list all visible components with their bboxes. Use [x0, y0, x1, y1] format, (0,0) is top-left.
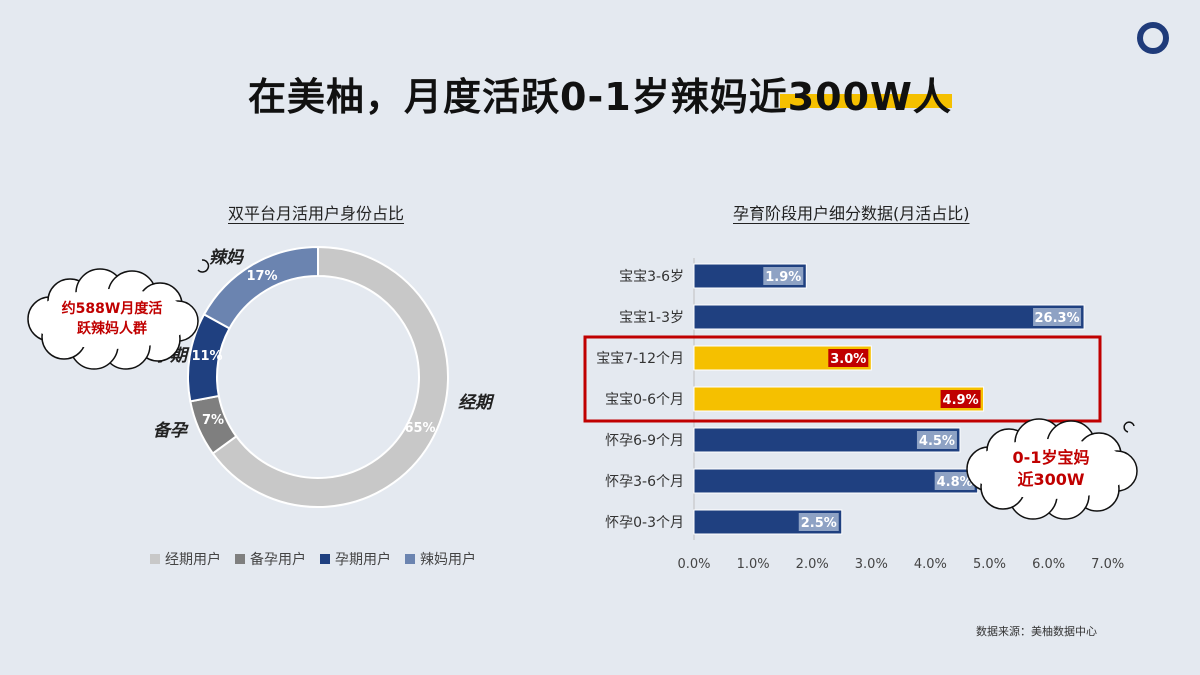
bar-1 — [693, 304, 1085, 330]
bar-value-bg — [828, 349, 869, 367]
bar-value-label: 4.9% — [943, 393, 979, 408]
bar-value-label: 1.9% — [765, 270, 801, 285]
highlight-box — [583, 335, 1102, 423]
bar-value-label: 3.0% — [830, 352, 866, 367]
legend-swatch — [320, 554, 330, 564]
donut-callout-line: 约588W月度活 — [62, 300, 163, 317]
x-tick-label: 1.0% — [737, 557, 770, 572]
x-tick-label: 0.0% — [677, 557, 710, 572]
bar-value-label: 2.5% — [801, 516, 837, 531]
bar-category-label: 宝宝7-12个月 — [596, 351, 684, 367]
brand-logo-ring — [1137, 22, 1169, 54]
donut-slice-0 — [211, 245, 449, 508]
legend-item: 辣妈用户 — [405, 549, 476, 569]
legend-item: 经期用户 — [150, 549, 221, 569]
legend-swatch — [405, 554, 415, 564]
bar-value-label: 4.5% — [919, 434, 955, 449]
donut-legend: 经期用户 备孕用户 孕期用户 辣妈用户 — [150, 549, 476, 569]
donut-category-label: 辣妈 — [209, 248, 245, 268]
bar-category-label: 宝宝3-6岁 — [619, 269, 684, 285]
title-wrap: 在美柚，月度活跃0-1岁辣妈近300W人 — [0, 66, 1200, 121]
legend-label: 辣妈用户 — [420, 552, 476, 568]
bar-subtitle: 孕育阶段用户细分数据(月活占比) — [733, 204, 970, 223]
bar-value-bg — [798, 513, 839, 531]
x-tick-label: 2.0% — [796, 557, 829, 572]
bar-value-bg — [940, 390, 981, 408]
legend-item: 备孕用户 — [235, 549, 306, 569]
donut-subtitle: 双平台月活用户身份占比 — [228, 204, 405, 223]
title-highlight — [780, 94, 952, 108]
donut-value-label: 11% — [191, 349, 222, 364]
bar-value-bg — [934, 472, 975, 490]
page-title: 在美柚，月度活跃0-1岁辣妈近300W人 — [248, 75, 952, 119]
bar-callout-line: 0-1岁宝妈 — [1013, 448, 1090, 467]
bar-callout-line: 近300W — [1017, 470, 1084, 489]
bar-category-label: 宝宝0-6个月 — [605, 392, 684, 408]
bar-category-label: 宝宝1-3岁 — [619, 310, 684, 326]
bar-value-bg — [1033, 308, 1082, 326]
x-tick-label: 3.0% — [855, 557, 888, 572]
x-tick-label: 6.0% — [1032, 557, 1065, 572]
cloud-tail — [1123, 421, 1135, 433]
legend-label: 备孕用户 — [250, 552, 306, 568]
bar-value-bg — [916, 431, 957, 449]
bar-category-label: 怀孕3-6个月 — [605, 474, 684, 490]
donut-category-label: 备孕 — [153, 421, 189, 441]
donut-slice-3 — [202, 245, 319, 330]
legend-swatch — [150, 554, 160, 564]
legend-label: 经期用户 — [165, 552, 221, 568]
x-tick-label: 4.0% — [914, 557, 947, 572]
x-tick-label: 7.0% — [1091, 557, 1124, 572]
bar-value-bg — [763, 267, 804, 285]
bar-5 — [693, 468, 979, 494]
bar-category-label: 怀孕6-9个月 — [605, 433, 684, 449]
cloud-tail — [197, 259, 210, 273]
bar-4 — [693, 427, 961, 453]
donut-value-label: 17% — [246, 269, 277, 284]
donut-value-label: 65% — [404, 421, 435, 436]
bar-category-label: 怀孕0-3个月 — [605, 515, 684, 531]
legend-item: 孕期用户 — [320, 549, 391, 569]
donut-category-label: 经期 — [458, 393, 495, 413]
donut-value-label: 7% — [202, 413, 224, 428]
x-tick-label: 5.0% — [973, 557, 1006, 572]
donut-callout-line: 跃辣妈人群 — [77, 320, 147, 337]
bar-3 — [693, 386, 985, 412]
legend-swatch — [235, 554, 245, 564]
legend-label: 孕期用户 — [335, 552, 391, 568]
data-source: 数据来源：美柚数据中心 — [976, 625, 1097, 638]
bar-value-label: 26.3% — [1035, 311, 1080, 326]
bar-value-label: 4.8% — [937, 475, 973, 490]
